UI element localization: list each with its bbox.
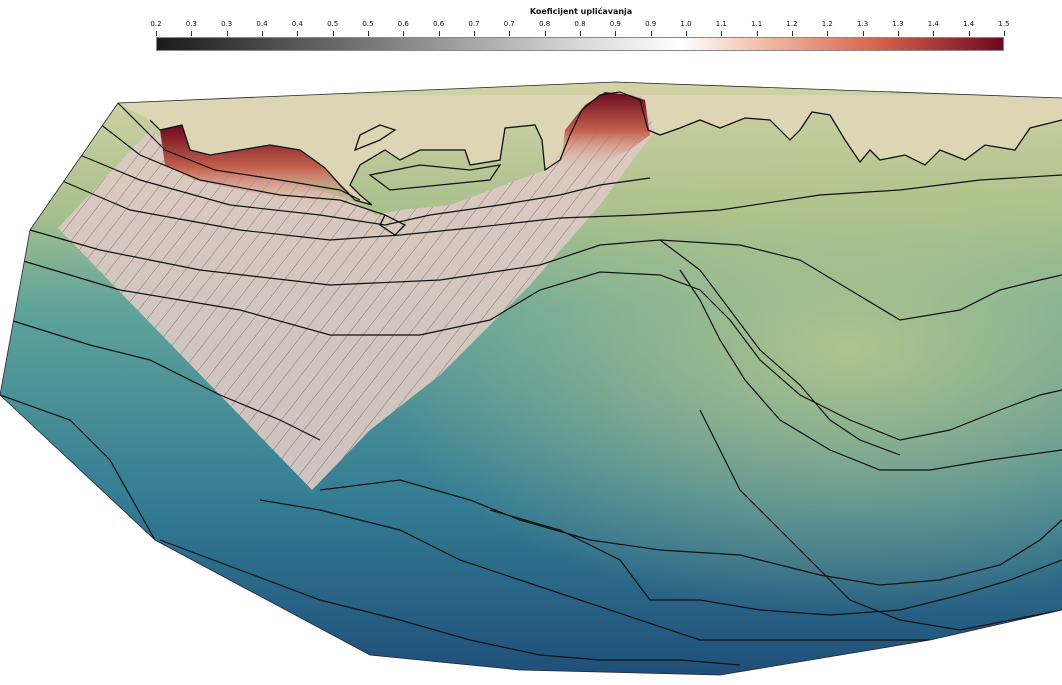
- colorbar-tick-mark: [792, 31, 793, 36]
- colorbar-tick-label: 1.0: [680, 20, 692, 28]
- colorbar-tick-label: 0.6: [433, 20, 445, 28]
- colorbar-tick-label: 1.1: [715, 20, 727, 28]
- colorbar-tick-label: 1.3: [857, 20, 869, 28]
- colorbar-tick-mark: [615, 31, 617, 36]
- colorbar-tick-label: 1.4: [927, 20, 939, 28]
- colorbar-tick-label: 0.2: [150, 20, 162, 28]
- colorbar-tick-mark: [933, 31, 935, 36]
- colorbar-tick-mark: [474, 31, 475, 36]
- colorbar-tick-label: 0.5: [362, 20, 374, 28]
- colorbar-tick-mark: [509, 31, 511, 36]
- colorbar-tick-labels: 0.2 0.3 0.3 0.4 0.4 0.5 0.5 0.6 0.6 0.7 0.7 0.8 0.8 0…: [0, 20, 1062, 32]
- colorbar-tick-mark: [191, 31, 193, 36]
- colorbar-tick-label: 0.4: [291, 20, 303, 28]
- amplification-zone-west: [160, 125, 372, 210]
- colorbar-tick-label: 0.9: [645, 20, 657, 28]
- colorbar-tick-mark: [686, 31, 687, 36]
- colorbar-tick-label: 0.8: [574, 20, 586, 28]
- colorbar-tick-mark: [403, 31, 405, 36]
- colorbar-tick-label: 1.5: [998, 20, 1010, 28]
- depth-contours: [0, 102, 1062, 666]
- colorbar-tick-label: 1.2: [821, 20, 833, 28]
- colorbar-tick-label: 1.3: [892, 20, 904, 28]
- colorbar-tick-mark: [262, 31, 263, 36]
- colorbar-tick-label: 1.2: [786, 20, 798, 28]
- domain-boundary: [0, 81, 1062, 676]
- colorbar-tick-mark: [544, 31, 546, 36]
- colorbar-tick-mark: [438, 31, 440, 36]
- colorbar-tick-mark: [898, 31, 899, 36]
- colorbar-tick-mark: [580, 31, 581, 36]
- colorbar-tick-mark: [332, 31, 334, 36]
- amplification-zone-east: [560, 92, 650, 170]
- colorbar-tick-label: 0.4: [256, 20, 268, 28]
- colorbar-tick-mark: [297, 31, 299, 36]
- colorbar-tick-label: 1.4: [963, 20, 975, 28]
- colorbar-tick-label: 0.7: [468, 20, 480, 28]
- colorbar-tick-label: 0.7: [503, 20, 515, 28]
- colorbar-tick-label: 0.6: [397, 20, 409, 28]
- colorbar-tick-mark: [721, 31, 723, 36]
- colorbar-title: Koeficijent uplićavanja: [529, 7, 633, 16]
- colorbar-tick-label: 0.5: [327, 20, 339, 28]
- colorbar-tick-mark: [968, 31, 970, 36]
- colorbar-tick-label: 0.8: [539, 20, 551, 28]
- colorbar-tick-mark: [156, 31, 157, 36]
- colorbar-tick-label: 0.3: [221, 20, 233, 28]
- colorbar-tick-label: 0.9: [609, 20, 621, 28]
- colorbar: [156, 37, 1004, 51]
- colorbar-tick-mark: [650, 31, 652, 36]
- land-area: [100, 92, 1062, 205]
- highlight-zone: [58, 95, 655, 490]
- colorbar-tick-mark: [862, 31, 864, 36]
- colorbar-tick-mark: [1004, 31, 1005, 36]
- colorbar-tick-label: 0.3: [185, 20, 197, 28]
- colorbar-tick-mark: [756, 31, 758, 36]
- colorbar-tick-label: 1.1: [751, 20, 763, 28]
- colorbar-tick-mark: [226, 31, 228, 36]
- coastline: [149, 91, 1062, 236]
- colorbar-tick-mark: [827, 31, 829, 36]
- colorbar-tick-mark: [368, 31, 369, 36]
